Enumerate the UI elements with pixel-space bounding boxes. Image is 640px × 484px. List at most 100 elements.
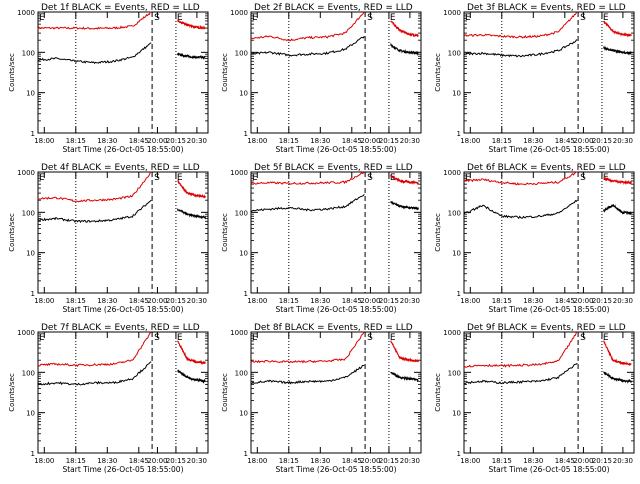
- series-line-events-pre: [37, 361, 152, 386]
- series-line-lld-pre: [463, 171, 578, 186]
- x-tick-label: 20:15: [592, 457, 612, 465]
- detector-panel-3: Det 3f BLACK = Events, RED = LLD 1 10 100 10…: [434, 3, 635, 154]
- x-tick-label: 18:30: [97, 137, 117, 145]
- plot-frame: [463, 11, 635, 134]
- plot-frame: [250, 171, 422, 294]
- marker-label-start: E: [39, 13, 45, 23]
- y-tick-label: 1: [457, 290, 461, 298]
- marker-label-saa-start: S: [580, 173, 586, 183]
- x-tick-label: 20:00: [360, 297, 380, 305]
- marker-label-saa-end: E: [603, 13, 609, 23]
- x-tick-label: 18:15: [492, 457, 512, 465]
- x-tick-label: 18:00: [247, 457, 267, 465]
- x-tick-label: 20:30: [400, 457, 420, 465]
- series-line-events-post: [603, 45, 632, 56]
- x-tick-label: 18:30: [310, 457, 330, 465]
- plot-frame: [463, 171, 635, 294]
- y-axis-label: Counts/sec: [8, 53, 16, 92]
- y-tick-label: 1000: [17, 169, 35, 177]
- x-tick-label: 18:30: [523, 457, 543, 465]
- y-tick-label: 1000: [230, 329, 248, 337]
- x-tick-label: 18:00: [460, 297, 480, 305]
- x-tick-label: 18:30: [310, 297, 330, 305]
- x-axis-label: Start Time (26-Oct-05 18:55:00): [275, 145, 396, 154]
- series-line-lld-post: [177, 18, 206, 30]
- plot-frame: [250, 11, 422, 134]
- x-tick-label: 20:00: [360, 457, 380, 465]
- panel-title: Det 5f BLACK = Events, RED = LLD: [254, 163, 413, 173]
- y-axis-label: Counts/sec: [8, 213, 16, 252]
- marker-label-saa-start: S: [367, 333, 373, 343]
- x-tick-label: 18:00: [34, 297, 54, 305]
- series-line-events-pre: [37, 42, 152, 65]
- x-tick-label: 20:30: [613, 297, 633, 305]
- x-axis-label: Start Time (26-Oct-05 18:55:00): [275, 465, 396, 474]
- x-axis-label: Start Time (26-Oct-05 18:55:00): [488, 305, 609, 314]
- x-tick-label: 20:00: [147, 457, 167, 465]
- x-tick-label: 18:30: [97, 457, 117, 465]
- x-tick-label: 18:15: [66, 137, 86, 145]
- marker-label-saa-start: S: [580, 13, 586, 23]
- y-tick-label: 1: [244, 130, 248, 138]
- x-axis-label: Start Time (26-Oct-05 18:55:00): [488, 145, 609, 154]
- x-tick-label: 18:45: [555, 457, 575, 465]
- x-tick-label: 20:15: [166, 457, 186, 465]
- x-tick-label: 18:45: [129, 137, 149, 145]
- marker-label-saa-end: E: [390, 333, 396, 343]
- y-axis-label: Counts/sec: [434, 213, 442, 252]
- x-tick-label: 18:00: [247, 137, 267, 145]
- y-axis-label: Counts/sec: [221, 213, 229, 252]
- x-tick-label: 18:00: [34, 137, 54, 145]
- series-line-lld-post: [603, 176, 632, 186]
- series-line-events-post: [177, 208, 206, 220]
- x-tick-label: 18:15: [492, 297, 512, 305]
- x-tick-label: 20:15: [166, 137, 186, 145]
- marker-label-start: E: [252, 333, 258, 343]
- series-line-events-pre: [250, 193, 365, 213]
- y-tick-label: 1: [457, 450, 461, 458]
- series-line-events-pre: [37, 199, 152, 224]
- marker-label-start: E: [39, 333, 45, 343]
- plot-frame: [37, 11, 209, 134]
- series-line-lld-post: [603, 340, 632, 367]
- series-line-lld-post: [390, 20, 419, 38]
- x-tick-label: 20:15: [379, 457, 399, 465]
- x-tick-label: 20:00: [573, 297, 593, 305]
- marker-label-start: E: [252, 173, 258, 183]
- x-axis-label: Start Time (26-Oct-05 18:55:00): [62, 465, 183, 474]
- plot-frame: [37, 331, 209, 454]
- y-tick-label: 1: [244, 290, 248, 298]
- panel-title: Det 7f BLACK = Events, RED = LLD: [41, 323, 200, 333]
- x-tick-label: 20:15: [379, 297, 399, 305]
- panel-title: Det 6f BLACK = Events, RED = LLD: [467, 163, 626, 173]
- x-tick-label: 20:30: [613, 137, 633, 145]
- series-line-events-pre: [463, 199, 578, 220]
- y-axis-label: Counts/sec: [221, 373, 229, 412]
- x-tick-label: 18:45: [342, 297, 362, 305]
- x-tick-label: 20:15: [166, 297, 186, 305]
- y-tick-label: 100: [22, 49, 35, 57]
- y-tick-label: 1000: [443, 9, 461, 17]
- x-tick-label: 18:45: [555, 297, 575, 305]
- y-tick-label: 1: [31, 450, 35, 458]
- detector-panel-7: Det 7f BLACK = Events, RED = LLD 1 10 100 10…: [8, 323, 209, 474]
- detector-panel-1: Det 1f BLACK = Events, RED = LLD 1 10 100 10…: [8, 3, 209, 154]
- x-tick-label: 18:30: [97, 297, 117, 305]
- marker-label-saa-end: E: [177, 333, 183, 343]
- x-tick-label: 18:00: [247, 297, 267, 305]
- series-line-events-post: [390, 371, 419, 383]
- y-tick-label: 1: [457, 130, 461, 138]
- y-axis-label: Counts/sec: [434, 373, 442, 412]
- series-line-events-post: [177, 52, 206, 60]
- marker-label-saa-start: S: [367, 13, 373, 23]
- x-tick-label: 18:15: [492, 137, 512, 145]
- y-tick-label: 10: [26, 250, 35, 258]
- y-tick-label: 100: [448, 369, 461, 377]
- plot-frame: [37, 171, 209, 294]
- series-line-events-post: [603, 371, 632, 384]
- x-tick-label: 18:15: [66, 297, 86, 305]
- series-line-events-pre: [250, 364, 365, 385]
- y-tick-label: 10: [452, 410, 461, 418]
- y-tick-label: 10: [239, 250, 248, 258]
- detector-panel-6: Det 6f BLACK = Events, RED = LLD 1 10 100 10…: [434, 163, 635, 314]
